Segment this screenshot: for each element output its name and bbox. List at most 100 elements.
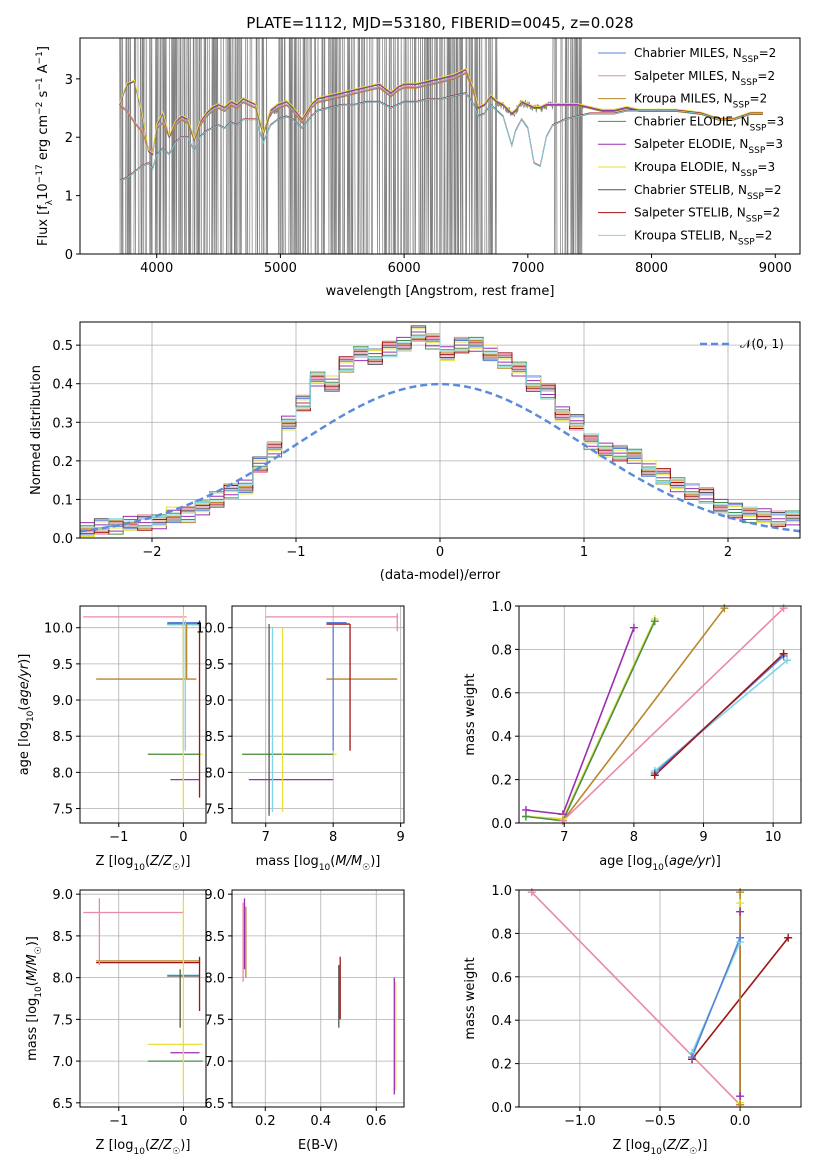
x-tick-label: 7 bbox=[262, 830, 270, 845]
observed-spectrum-line bbox=[119, 38, 586, 254]
label-part: Salpeter STELIB, N bbox=[634, 206, 746, 220]
label-part: 10 bbox=[650, 1147, 662, 1157]
x-tick-label: 9 bbox=[396, 830, 404, 845]
x-tick-label: 9000 bbox=[759, 261, 792, 276]
x-tick-label: −1 bbox=[286, 545, 305, 560]
weight-line bbox=[525, 627, 635, 816]
label-part: )] bbox=[711, 854, 721, 869]
y-tick-label: 7.0 bbox=[204, 1055, 225, 1070]
histogram-0 bbox=[80, 326, 800, 536]
y-tick-label: 7.5 bbox=[204, 803, 225, 818]
plot-area bbox=[80, 325, 800, 538]
label-part: =2 bbox=[764, 183, 782, 197]
weight-marker bbox=[736, 888, 745, 897]
label-part: )] bbox=[697, 1138, 707, 1153]
plot-area bbox=[83, 898, 203, 1095]
label-part: −1 bbox=[35, 51, 45, 64]
x-tick-label: 4000 bbox=[140, 261, 173, 276]
y-tick-label: 9.0 bbox=[52, 694, 73, 709]
label-part: M/M bbox=[335, 854, 362, 869]
residuals-panel: −2 −1 0 1 2 0.0 0.1 0.2 0.3 0.4 0.5 (data-model)/er… bbox=[29, 321, 801, 583]
plot-area bbox=[119, 38, 763, 254]
label-part: =3 bbox=[765, 137, 783, 151]
x-tick-label: −1 bbox=[109, 1114, 128, 1129]
label-part: )] bbox=[17, 654, 32, 664]
weight-marker bbox=[736, 1092, 745, 1101]
plot-area bbox=[242, 898, 397, 1095]
legend-label: Chabrier ELODIE, NSSP=3 bbox=[634, 114, 784, 133]
label-part: Z [log bbox=[96, 1138, 134, 1153]
x-tick-label: −0.5 bbox=[644, 1114, 676, 1129]
label-part: SSP bbox=[747, 192, 764, 202]
label-part: =3 bbox=[766, 114, 784, 128]
x-tick-label: 8 bbox=[329, 830, 337, 845]
plot-area bbox=[242, 613, 398, 816]
label-part: Flux [f bbox=[36, 205, 51, 246]
y-axis-label: mass [log10(M/M☉)] bbox=[25, 936, 44, 1061]
y-tick-label: 7.5 bbox=[204, 1013, 225, 1028]
legend-label: Chabrier MILES, NSSP=2 bbox=[634, 46, 776, 65]
label-part: age [log bbox=[17, 722, 32, 775]
legend-label: Chabrier STELIB, NSSP=2 bbox=[634, 183, 782, 202]
label-part: Kroupa STELIB, N bbox=[634, 228, 738, 242]
weight-marker bbox=[650, 617, 659, 626]
y-tick-label: 6.5 bbox=[204, 1097, 225, 1112]
model-spectrum-8 bbox=[119, 92, 763, 182]
label-part: =2 bbox=[750, 92, 768, 106]
x-axis-label: mass [log10(M/M☉)] bbox=[256, 854, 381, 873]
label-part: SSP bbox=[742, 55, 759, 65]
label-part: E(B-V) bbox=[298, 1138, 338, 1153]
legend-label: Kroupa STELIB, NSSP=2 bbox=[634, 228, 772, 247]
x-tick-label: 0.0 bbox=[730, 1114, 751, 1129]
y-tick-label: 0.0 bbox=[491, 1101, 512, 1116]
label-part: Kroupa ELODIE, N bbox=[634, 160, 741, 174]
x-tick-label: 9 bbox=[699, 830, 707, 845]
mass-vs-extinction-panel: 0.2 0.4 0.6 6.5 7.0 7.5 8.0 8.5 9.0 E(B-V) bbox=[204, 888, 405, 1153]
x-axis-label: wavelength [Angstrom, rest frame] bbox=[326, 284, 555, 299]
x-tick-label: 1 bbox=[580, 545, 588, 560]
histogram-4 bbox=[80, 331, 800, 534]
x-tick-label: 10 bbox=[765, 830, 782, 845]
label-part: ☉ bbox=[172, 1147, 180, 1157]
y-tick-label: 1 bbox=[65, 190, 73, 205]
label-part: mass [log bbox=[25, 998, 40, 1061]
legend-label: 𝒩(0, 1) bbox=[740, 337, 784, 351]
weight-line bbox=[562, 607, 726, 822]
y-tick-label: 3 bbox=[65, 73, 73, 88]
label-part: Z [log bbox=[613, 1138, 651, 1153]
label-part: 10 bbox=[133, 863, 145, 873]
y-tick-label: 1.0 bbox=[491, 600, 512, 615]
plot-area bbox=[83, 613, 203, 813]
y-axis-label: mass weight bbox=[463, 673, 478, 755]
weight-marker bbox=[783, 656, 792, 665]
weight-marker bbox=[629, 623, 638, 632]
legend-label: Salpeter STELIB, NSSP=2 bbox=[634, 206, 780, 225]
label-part: 10 bbox=[26, 710, 36, 722]
mass-vs-metallicity-panel: −1 06.57.07.58.08.59.0Z [log10(Z/Z☉)]mass… bbox=[25, 888, 207, 1157]
y-tick-label: 0.4 bbox=[52, 378, 73, 393]
axes-frame bbox=[79, 321, 801, 539]
label-part: 10 bbox=[319, 863, 331, 873]
x-axis-label: Z [log10(Z/Z☉)] bbox=[613, 1138, 708, 1157]
y-tick-label: 0.0 bbox=[52, 532, 73, 547]
y-tick-label: 0.6 bbox=[491, 971, 512, 986]
legend-label: Salpeter MILES, NSSP=2 bbox=[634, 69, 775, 88]
x-tick-label: 6000 bbox=[388, 261, 421, 276]
y-tick-label: 8.5 bbox=[204, 930, 225, 945]
y-tick-label: 0.4 bbox=[491, 1014, 512, 1029]
weight-line bbox=[654, 653, 785, 776]
y-tick-label: 9.0 bbox=[52, 888, 73, 903]
x-tick-label: −1.0 bbox=[564, 1114, 596, 1129]
histogram-5 bbox=[80, 328, 800, 537]
y-tick-label: 0.8 bbox=[491, 643, 512, 658]
label-part: Salpeter ELODIE, N bbox=[634, 137, 748, 151]
y-axis-label: Flux [fλ10−17 erg cm−2 s−1 A−1] bbox=[35, 46, 55, 246]
label-part: A bbox=[36, 64, 51, 77]
label-part: SSP bbox=[741, 78, 758, 88]
y-tick-label: 8.5 bbox=[204, 730, 225, 745]
label-part: age [log bbox=[599, 854, 652, 869]
label-part: Chabrier ELODIE, N bbox=[634, 114, 750, 128]
x-tick-label: −1 bbox=[109, 830, 128, 845]
x-tick-label: −2 bbox=[142, 545, 161, 560]
label-part: SSP bbox=[733, 101, 750, 111]
